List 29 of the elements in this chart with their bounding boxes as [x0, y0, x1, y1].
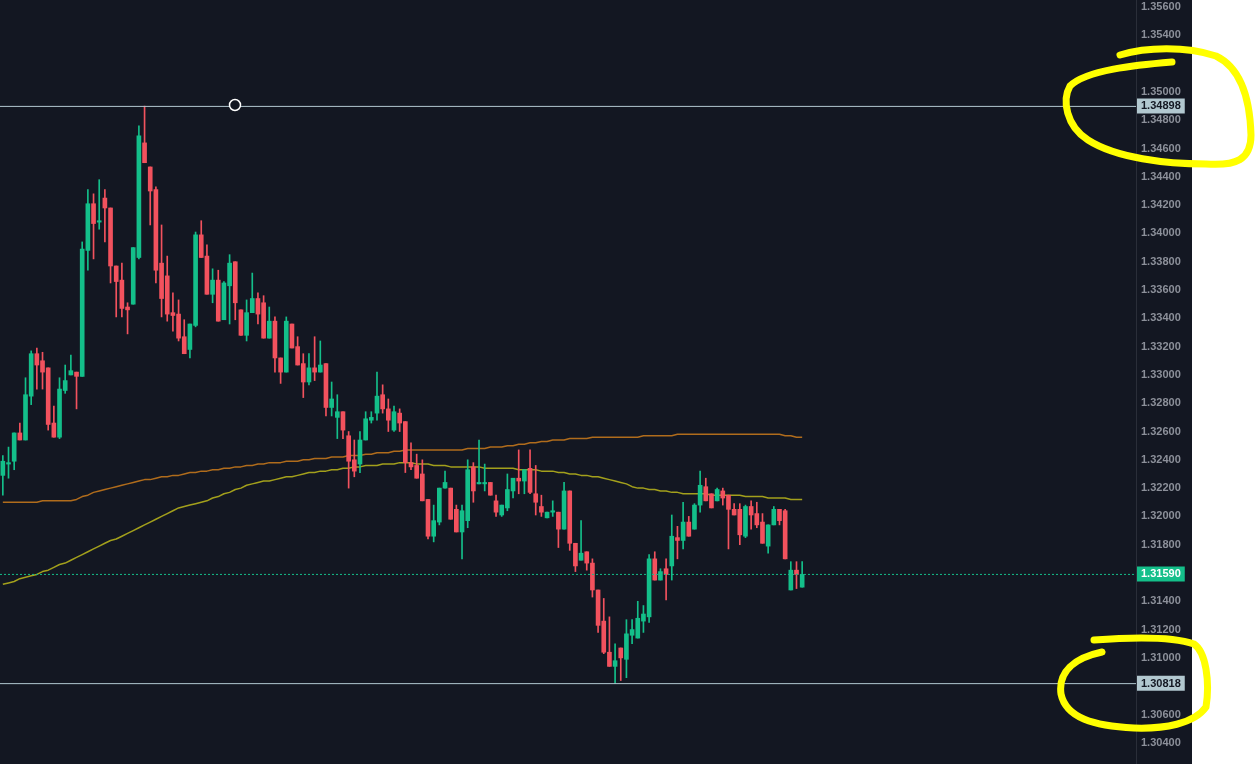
ref-line-label: 1.30818 — [1141, 676, 1181, 689]
y-tick-label: 1.34600 — [1141, 141, 1181, 154]
y-tick-label: 1.34800 — [1141, 113, 1181, 126]
y-tick-label: 1.35000 — [1141, 84, 1181, 97]
y-tick-label: 1.31800 — [1141, 537, 1181, 550]
y-tick-label: 1.33200 — [1141, 339, 1181, 352]
y-tick-label: 1.34200 — [1141, 198, 1181, 211]
y-tick-label: 1.33000 — [1141, 367, 1181, 380]
candlestick — [238, 309, 244, 336]
y-tick-label: 1.30600 — [1141, 707, 1181, 720]
y-tick-label: 1.34000 — [1141, 226, 1181, 239]
y-tick-label: 1.34400 — [1141, 169, 1181, 182]
y-tick-label: 1.32600 — [1141, 424, 1181, 437]
y-tick-label: 1.32000 — [1141, 509, 1181, 522]
y-tick-label: 1.35600 — [1141, 0, 1181, 13]
y-tick-label: 1.32200 — [1141, 481, 1181, 494]
y-tick-label: 1.31400 — [1141, 594, 1181, 607]
y-tick-label: 1.32800 — [1141, 396, 1181, 409]
y-tick-label: 1.33600 — [1141, 283, 1181, 296]
ref-line-label: 1.31590 — [1141, 567, 1181, 580]
ref-line-label: 1.34898 — [1141, 99, 1181, 112]
y-tick-label: 1.31200 — [1141, 622, 1181, 635]
candlestick — [544, 511, 550, 519]
y-tick-label: 1.32400 — [1141, 452, 1181, 465]
y-tick-label: 1.35400 — [1141, 28, 1181, 41]
y-tick-label: 1.31000 — [1141, 650, 1181, 663]
y-tick-label: 1.33800 — [1141, 254, 1181, 267]
y-tick-label: 1.30400 — [1141, 735, 1181, 748]
y-tick-label: 1.33400 — [1141, 311, 1181, 324]
